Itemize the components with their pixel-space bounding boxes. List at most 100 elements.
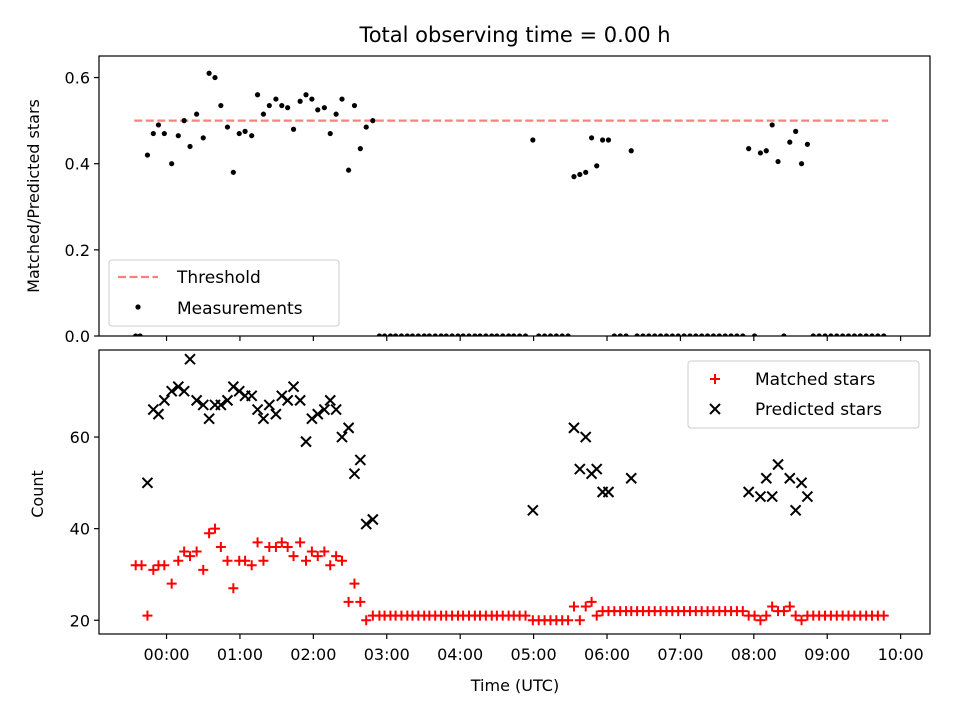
data-point bbox=[318, 403, 331, 416]
top-ylabel: Matched/Predicted stars bbox=[24, 99, 43, 293]
data-point bbox=[611, 333, 617, 336]
data-point bbox=[249, 133, 255, 139]
data-point bbox=[185, 551, 196, 562]
data-point bbox=[348, 467, 361, 480]
data-point bbox=[360, 518, 372, 530]
data-point bbox=[605, 137, 612, 143]
x-tick-label: 02:00 bbox=[290, 645, 336, 664]
data-point bbox=[345, 167, 352, 173]
data-point bbox=[339, 96, 345, 102]
data-point bbox=[282, 541, 293, 552]
data-point bbox=[571, 174, 577, 180]
data-point bbox=[530, 137, 536, 143]
y-tick-label: 60 bbox=[70, 428, 90, 447]
legend-matched-swatch bbox=[710, 374, 720, 384]
data-point bbox=[460, 333, 466, 336]
data-point bbox=[863, 333, 869, 336]
x-tick-label: 05:00 bbox=[511, 645, 557, 664]
data-point bbox=[218, 102, 224, 109]
data-point bbox=[810, 333, 816, 336]
data-point bbox=[228, 583, 239, 594]
data-point bbox=[203, 413, 215, 425]
data-point bbox=[568, 601, 579, 612]
data-point bbox=[301, 555, 312, 566]
data-point bbox=[141, 477, 154, 489]
data-point bbox=[197, 399, 209, 411]
legend: Matched stars Predicted stars bbox=[687, 360, 920, 429]
data-point bbox=[834, 333, 840, 336]
data-point bbox=[669, 333, 675, 336]
legend-measurements-label: Measurements bbox=[177, 299, 303, 319]
data-point bbox=[781, 333, 787, 336]
data-point bbox=[511, 333, 517, 336]
data-point bbox=[354, 454, 367, 466]
data-point bbox=[749, 610, 760, 621]
data-point bbox=[194, 111, 200, 117]
data-point bbox=[716, 333, 722, 336]
data-point bbox=[506, 333, 512, 336]
data-point bbox=[179, 546, 190, 557]
data-point bbox=[209, 523, 220, 534]
x-tick-label: 01:00 bbox=[217, 645, 263, 664]
data-point bbox=[875, 333, 881, 336]
data-point bbox=[290, 126, 297, 132]
data-point bbox=[591, 463, 603, 475]
data-point bbox=[559, 333, 565, 336]
data-point bbox=[175, 133, 181, 139]
data-point bbox=[240, 555, 251, 566]
data-point bbox=[181, 118, 187, 124]
data-point bbox=[198, 564, 209, 575]
data-point bbox=[336, 555, 347, 566]
data-point bbox=[565, 333, 571, 336]
data-point bbox=[793, 128, 799, 134]
data-point bbox=[336, 431, 348, 443]
data-point bbox=[681, 333, 687, 336]
data-point bbox=[652, 333, 658, 336]
data-point bbox=[494, 333, 500, 336]
data-point bbox=[294, 394, 306, 407]
y-tick-label: 0.4 bbox=[65, 155, 90, 174]
data-point bbox=[279, 102, 285, 109]
data-point bbox=[699, 333, 705, 336]
y-tick-label: 0.6 bbox=[65, 69, 90, 88]
series-measurements bbox=[133, 70, 887, 336]
data-point bbox=[200, 135, 206, 141]
data-point bbox=[349, 578, 360, 589]
data-point bbox=[315, 107, 321, 113]
data-point bbox=[804, 141, 811, 147]
data-point bbox=[169, 161, 175, 167]
legend-measurements-swatch bbox=[135, 304, 141, 310]
data-point bbox=[574, 463, 586, 475]
data-point bbox=[263, 399, 276, 411]
series-matched-stars bbox=[130, 523, 889, 626]
data-point bbox=[404, 333, 410, 336]
data-point bbox=[409, 333, 416, 336]
data-point bbox=[602, 486, 615, 498]
data-point bbox=[370, 118, 376, 124]
data-point bbox=[881, 333, 887, 336]
data-point bbox=[361, 615, 372, 626]
data-point bbox=[634, 333, 640, 336]
data-point bbox=[547, 333, 554, 336]
data-point bbox=[351, 102, 358, 109]
data-point bbox=[363, 124, 369, 130]
data-point bbox=[594, 163, 600, 169]
x-tick-label: 03:00 bbox=[364, 645, 410, 664]
legend-box bbox=[108, 259, 340, 327]
data-point bbox=[260, 111, 267, 117]
data-point bbox=[236, 130, 242, 137]
data-point bbox=[224, 124, 231, 130]
x-tick-label: 00:00 bbox=[143, 645, 189, 664]
data-point bbox=[415, 333, 421, 336]
data-point bbox=[376, 333, 383, 336]
data-point bbox=[772, 458, 784, 471]
data-point bbox=[617, 333, 623, 336]
x-tick-label: 08:00 bbox=[731, 645, 777, 664]
data-point bbox=[757, 150, 764, 156]
data-point bbox=[158, 394, 171, 407]
data-point bbox=[270, 541, 281, 552]
data-point bbox=[583, 169, 589, 175]
data-point bbox=[381, 333, 388, 336]
data-point bbox=[137, 333, 143, 336]
data-point bbox=[541, 333, 548, 336]
